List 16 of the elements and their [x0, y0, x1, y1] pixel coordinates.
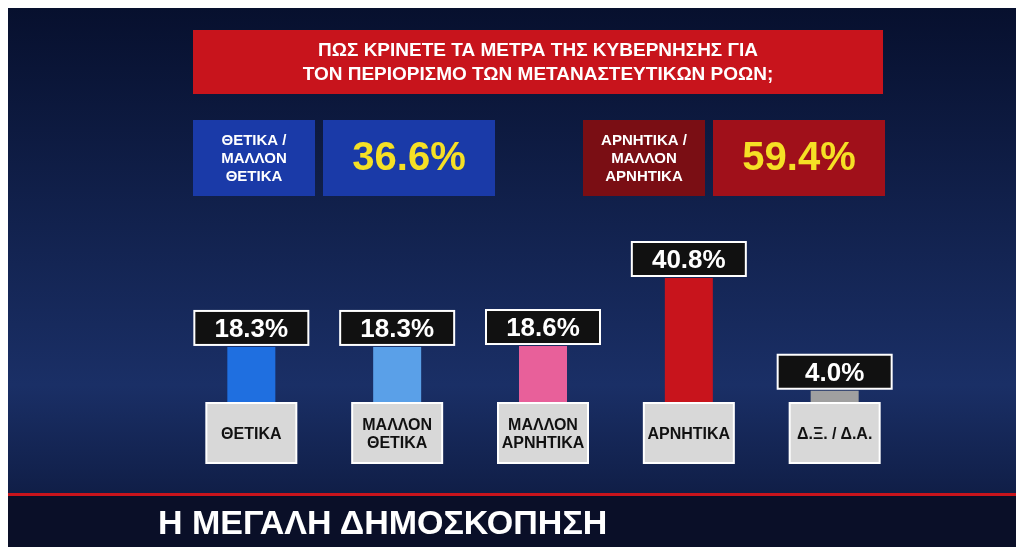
data-label: 18.3% [360, 312, 435, 343]
x-tick-label: Δ.Ξ. / Δ.Α. [796, 425, 873, 442]
text: Η ΜΕΓΑΛΗ ΔΗΜΟΣΚΟΠΗΣΗ [158, 503, 608, 541]
text: 59.4% [742, 134, 856, 178]
x-tick-label: ΜΑΛΛΟΝ ΑΡΝΗΤΙΚΑ [501, 416, 585, 451]
text: 36.6% [352, 134, 466, 178]
chart-title: ΠΩΣ ΚΡΙΝΕΤΕ ΤΑ ΜΕΤΡΑ ΤΗΣ ΚΥΒΕΡΝΗΣΗΣ ΓΙΑ ΤΟΝ ΠΕΡΙΟΡΙΣΜΟ ΤΩΝ ΜΕΤΑΝΑΣΤΕΥΤΙΚΩΝ ΡΟΩΝ; [302, 39, 774, 84]
data-label: 18.6% [506, 312, 580, 343]
x-tick-label: ΘΕΤΙΚΑ [221, 425, 282, 442]
text: ΑΡΝΗΤΙΚΑ / ΜΑΛΛΟΝ ΑΡΝΗΤΙΚΑ [601, 131, 688, 184]
text: ΘΕΤΙΚΑ / ΜΑΛΛΟΝ ΘΕΤΙΚΑ [221, 131, 288, 184]
data-label: 40.8% [651, 244, 726, 274]
data-label: 4.0% [805, 356, 865, 387]
x-tick-label: ΑΡΝΗΤΙΚΑ [647, 425, 731, 442]
x-tick-label: ΜΑΛΛΟΝ ΘΕΤΙΚΑ [362, 416, 433, 451]
data-label: 18.3% [214, 312, 289, 343]
